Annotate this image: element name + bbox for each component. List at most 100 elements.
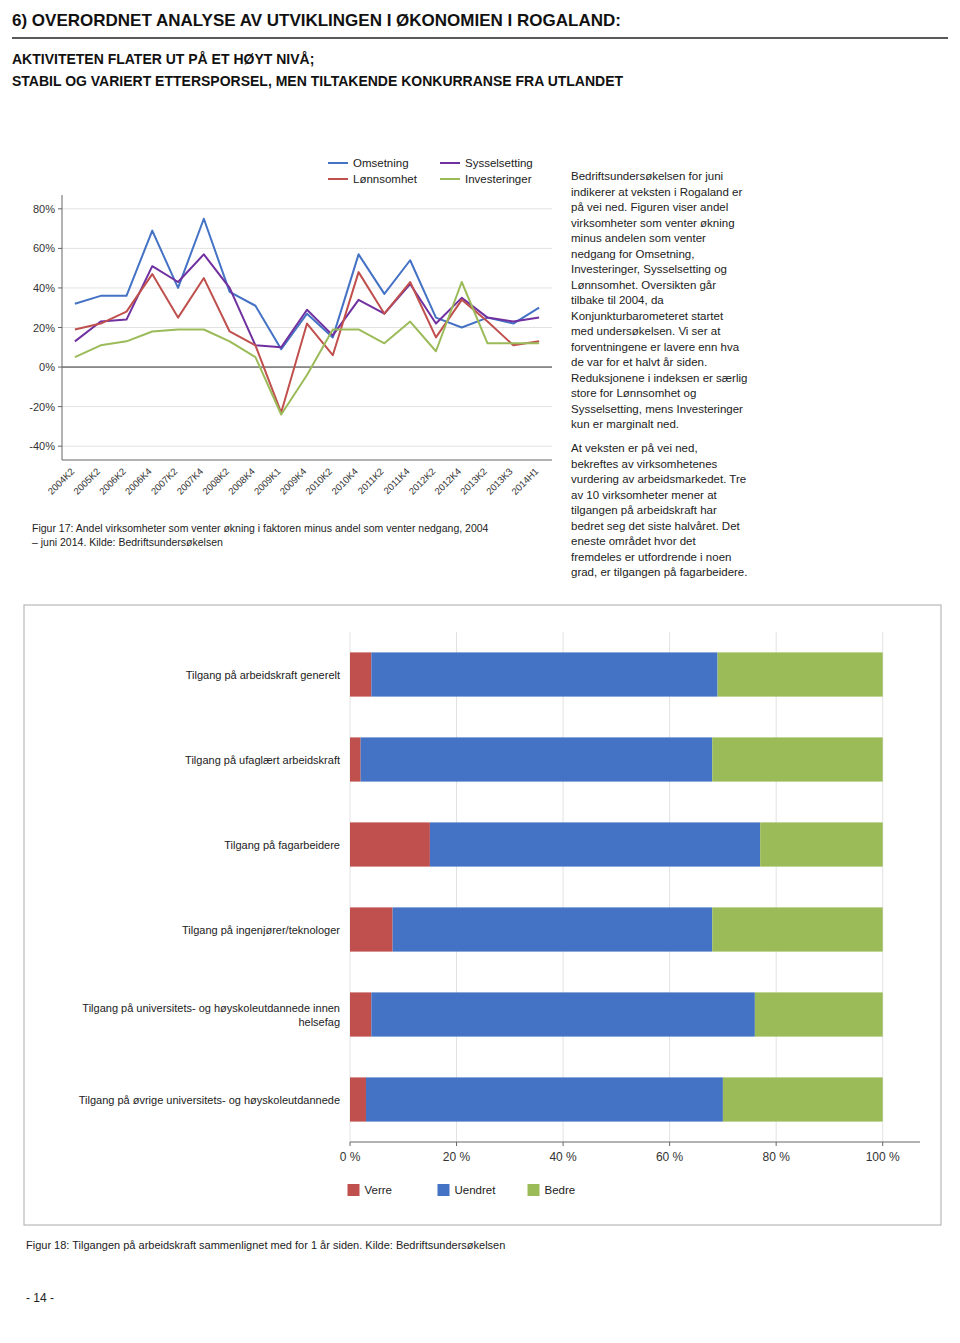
body-text-line: Sysselsetting, mens Investeringer — [571, 403, 743, 415]
bar — [371, 992, 755, 1036]
body-text: Bedriftsundersøkelsen for juniindikerer … — [571, 170, 747, 430]
category-label: 2013K2 — [458, 466, 489, 497]
body-text-line: bedret seg det siste halvåret. Det — [571, 520, 741, 532]
data-bars — [350, 652, 883, 1121]
body-text-line: virksomheter som venter økning — [571, 217, 735, 229]
category-label: Tilgang på arbeidskraft generelt — [186, 669, 340, 681]
tick-label: 100 % — [866, 1150, 900, 1164]
legend-line — [328, 178, 348, 180]
bar — [350, 1077, 366, 1121]
body-text-line: Reduksjonene i indeksen er særlig — [571, 372, 747, 384]
tick-mark — [58, 287, 62, 288]
category-label: 2009K4 — [277, 466, 308, 497]
category-label-line: Tilgang på arbeidskraft generelt — [186, 669, 340, 681]
bar — [760, 822, 883, 866]
category-label: Tilgang på øvrige universitets- og høysk… — [79, 1094, 340, 1106]
body-text-line: bekreftes av virksomhetenes — [571, 458, 718, 470]
data-line — [75, 272, 539, 412]
category-label: 2006K4 — [123, 466, 154, 497]
legend-swatch — [528, 1184, 540, 1196]
bar — [350, 737, 361, 781]
tick-label: 60% — [33, 242, 55, 254]
category-label: 2007K4 — [174, 466, 205, 497]
legend-label: Bedre — [545, 1184, 576, 1196]
x-axis-line — [62, 460, 552, 461]
body-text-line: At veksten er på vei ned, — [571, 442, 698, 454]
grid-line — [456, 632, 457, 1142]
body-text-line: av 10 virksomheter mener at — [571, 489, 718, 501]
bar — [755, 992, 883, 1036]
category-label: 2011K4 — [381, 466, 411, 496]
body-text-line: Lønnsomhet. Oversikten går — [571, 279, 716, 291]
grid-line — [669, 632, 670, 1142]
legend-label: Sysselsetting — [465, 157, 533, 169]
legend-line — [328, 162, 348, 164]
tick-label: 20 % — [443, 1150, 471, 1164]
body-text-line: kun er marginalt ned. — [571, 418, 679, 430]
legend-line — [440, 178, 460, 180]
bar — [350, 822, 430, 866]
tick-mark — [456, 1142, 457, 1146]
bar — [393, 907, 713, 951]
category-label: 2012K2 — [406, 466, 437, 497]
zero-line — [62, 367, 552, 368]
data-line — [75, 282, 539, 415]
tick-label: -40% — [29, 440, 55, 452]
legend-swatch — [348, 1184, 360, 1196]
body-text-line: forventningene er lavere enn hva — [571, 341, 740, 353]
grid-line — [776, 632, 777, 1142]
body-text-line: tilbake til 2004, da — [571, 294, 664, 306]
page-subtitle: STABIL OG VARIERT ETTERSPORSEL, MEN TILT… — [12, 73, 624, 89]
bar — [430, 822, 760, 866]
grid-line — [882, 632, 883, 1142]
page-subtitle-line: AKTIVITETEN FLATER UT PÅ ET HØYT NIVÅ; — [12, 51, 314, 67]
category-label: 2011K2 — [355, 466, 385, 496]
tick-label: 80% — [33, 203, 55, 215]
data-lines — [75, 219, 539, 415]
category-label: Tilgang på fagarbeidere — [224, 839, 340, 851]
tick-label: 0% — [39, 361, 55, 373]
bar — [350, 652, 371, 696]
page-title: 6) OVERORDNET ANALYSE AV UTVIKLINGEN I Ø… — [12, 11, 621, 30]
bar — [366, 1077, 723, 1121]
bar — [371, 652, 717, 696]
body-text-line: med undersøkelsen. Vi ser at — [571, 325, 721, 337]
legend-label: Uendret — [455, 1184, 497, 1196]
category-label: 2010K4 — [329, 466, 360, 497]
grid-line — [62, 406, 552, 407]
grid-line — [62, 248, 552, 249]
chart-frame — [24, 605, 941, 1225]
figure-caption: Figur 18: Tilgangen på arbeidskraft samm… — [26, 1239, 505, 1251]
tick-mark — [776, 1142, 777, 1146]
bar — [712, 907, 882, 951]
category-label: 2005K2 — [71, 466, 102, 497]
body-text-line: minus andelen som venter — [571, 232, 706, 244]
category-label: 2010K2 — [303, 466, 334, 497]
tick-mark — [882, 1142, 883, 1146]
grid-line — [563, 632, 564, 1142]
body-text-line: eneste området hvor det — [571, 535, 696, 547]
y-axis-line — [62, 195, 63, 460]
category-label: 2007K2 — [149, 466, 180, 497]
category-label-line: Tilgang på fagarbeidere — [224, 839, 340, 851]
legend: OmsetningSysselsettingLønnsomhetInvester… — [328, 157, 533, 185]
tick-label: 40% — [33, 282, 55, 294]
line-chart: -40%-20%0%20%40%60%80%2004K22005K22006K2… — [29, 157, 552, 548]
bar — [718, 652, 883, 696]
tick-label: 0 % — [340, 1150, 361, 1164]
category-label: Tilgang på universitets- og høyskoleutda… — [82, 1002, 340, 1028]
page-subtitle-line: STABIL OG VARIERT ETTERSPORSEL, MEN TILT… — [12, 73, 624, 89]
category-label: 2012K4 — [432, 466, 463, 497]
tick-mark — [58, 367, 62, 368]
body-text-line: tilgangen på arbeidskraft har — [571, 504, 717, 516]
category-label-line: Tilgang på ingenjører/teknologer — [182, 924, 340, 936]
tick-label: -20% — [29, 401, 55, 413]
bar — [723, 1077, 883, 1121]
tick-label: 40 % — [549, 1150, 577, 1164]
tick-mark — [58, 446, 62, 447]
bar — [361, 737, 713, 781]
body-text-line: store for Lønnsomhet og — [571, 387, 696, 399]
category-label: 2006K2 — [97, 466, 128, 497]
bar-chart: 0 %20 %40 %60 %80 %100 %Tilgang på øvrig… — [24, 605, 941, 1251]
tick-mark — [58, 248, 62, 249]
